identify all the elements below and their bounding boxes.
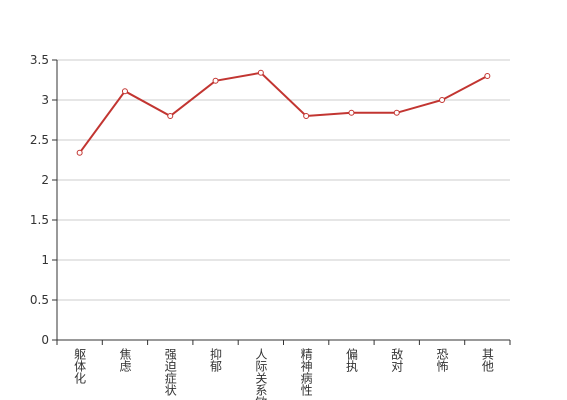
point	[167, 113, 174, 119]
y-tick-label: 2	[41, 173, 49, 187]
x-tick-label: 焦虑	[118, 348, 132, 372]
x-tick-label: 强迫症状	[163, 348, 177, 396]
point	[348, 109, 355, 116]
x-tick-label: 精神病性	[299, 348, 313, 397]
point	[257, 69, 264, 76]
x-tick-label: 恐怖	[435, 348, 449, 372]
x-tick-label: 偏执	[344, 347, 358, 373]
point	[484, 73, 491, 79]
x-tick-label: 躯体化	[73, 347, 87, 385]
point	[76, 149, 83, 156]
x-tick-label: 抑郁	[209, 347, 223, 373]
x-tick-label: 其他	[480, 348, 494, 372]
point	[439, 97, 446, 103]
y-tick-label: 3	[41, 93, 49, 107]
y-tick-label: 3.5	[30, 53, 49, 67]
y-tick-label: 0	[41, 333, 49, 347]
x-tick-label: 敌对	[390, 347, 404, 372]
y-tick-label: 1	[41, 253, 49, 267]
y-tick-label: 0.5	[30, 293, 49, 307]
point	[393, 109, 400, 116]
line	[78, 71, 488, 154]
y-tick-label: 1.5	[30, 213, 49, 227]
point	[303, 113, 310, 119]
point	[121, 88, 128, 95]
x-tick-label: 人际关系敏感	[254, 348, 268, 400]
point	[212, 77, 219, 84]
y-tick-label: 2.5	[30, 133, 49, 147]
